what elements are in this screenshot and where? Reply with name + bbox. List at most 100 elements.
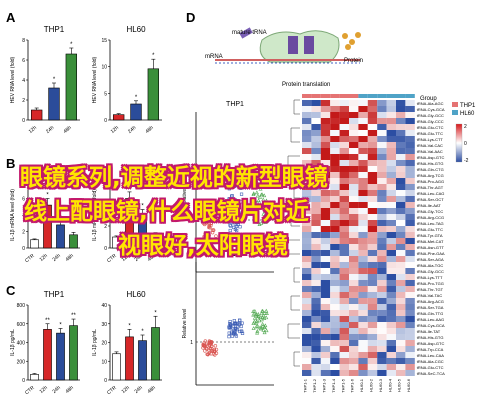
- heatmap-cell: [377, 202, 387, 208]
- data-point: [227, 187, 231, 191]
- data-point: [260, 181, 265, 185]
- heatmap-cell: [330, 352, 340, 358]
- heatmap-cell: [396, 100, 406, 106]
- heatmap-cell: [320, 154, 331, 160]
- data-point: [229, 179, 233, 183]
- heatmap-cell: [349, 184, 359, 190]
- data-point: [263, 220, 268, 224]
- heatmap-cell: [377, 142, 387, 148]
- heatmap-cell: [349, 364, 359, 370]
- heatmap-cell: [405, 328, 415, 334]
- heatmap-cell: [339, 340, 349, 346]
- heatmap-cell: [339, 298, 349, 304]
- significance-mark: *: [154, 310, 157, 316]
- y-tick-label: 8: [22, 38, 25, 44]
- heatmap-cell: [358, 112, 368, 118]
- heatmap-cell: [386, 274, 396, 280]
- y-axis-label: IL-1β mRNA level (fold): [10, 189, 16, 241]
- data-point: [256, 183, 261, 188]
- heatmap-cell: [320, 340, 331, 346]
- heatmap-cell: [349, 280, 359, 286]
- heatmap-cell: [339, 154, 349, 160]
- x-tick-label: CTR: [24, 385, 36, 396]
- heatmap-cell: [311, 190, 321, 196]
- data-point: [227, 335, 231, 339]
- heatmap-cell: [386, 328, 396, 334]
- heatmap-cell: [396, 154, 406, 160]
- heatmap-cell: [367, 148, 378, 154]
- heatmap-cell: [358, 364, 368, 370]
- heatmap-cell: [367, 220, 378, 226]
- heatmap-cell: [349, 268, 359, 274]
- heatmap-cell: [386, 100, 396, 106]
- heatmap-cell: [377, 100, 387, 106]
- heatmap-cell: [386, 178, 396, 184]
- data-point: [252, 183, 257, 188]
- heatmap-row-label: tRNA-Ala-TGC: [417, 263, 444, 268]
- bar: [125, 336, 134, 381]
- data-point: [262, 193, 267, 198]
- heatmap-cell: [320, 160, 331, 166]
- heatmap-row-label: tRNA-Ala-AGC: [417, 101, 444, 106]
- heatmap-cell: [377, 136, 387, 142]
- heatmap-cell: [349, 220, 359, 226]
- heatmap-group-cell: [330, 94, 340, 98]
- data-point: [258, 186, 263, 191]
- heatmap-cell: [386, 136, 396, 142]
- data-point: [255, 218, 260, 222]
- heatmap-cell: [330, 334, 340, 340]
- heatmap-cell: [339, 238, 349, 244]
- heatmap-cell: [386, 364, 396, 370]
- heatmap-cell: [330, 184, 340, 190]
- data-point: [240, 213, 244, 217]
- heatmap-cell: [396, 280, 406, 286]
- heatmap-cell: [302, 346, 312, 352]
- heatmap-cell: [405, 244, 415, 250]
- chart-title: HL60: [227, 251, 244, 258]
- heatmap-cell: [377, 148, 387, 154]
- data-point: [239, 186, 243, 190]
- heatmap-cell: [386, 130, 396, 136]
- heatmap-cell: [377, 118, 387, 124]
- heatmap-col-label: THP1-6: [350, 378, 355, 393]
- heatmap-cell: [302, 304, 312, 310]
- chart-title: HL60: [126, 167, 146, 176]
- heatmap-cell: [311, 154, 321, 160]
- heatmap-cell: [349, 262, 359, 268]
- heatmap-cell: [367, 346, 378, 352]
- heatmap-cell: [377, 262, 387, 268]
- y-tick-label: 4: [22, 213, 25, 219]
- heatmap-cell: [320, 256, 331, 262]
- heatmap-cell: [396, 370, 406, 376]
- data-point: [260, 321, 265, 326]
- heatmap-cell: [349, 196, 359, 202]
- heatmap-cell: [339, 304, 349, 310]
- heatmap-cell: [405, 148, 415, 154]
- heatmap-cell: [405, 196, 415, 202]
- heatmap-cell: [311, 214, 321, 220]
- heatmap-cell: [367, 310, 378, 316]
- heatmap-cell: [311, 232, 321, 238]
- heatmap-group-title: Group: [420, 96, 437, 102]
- heatmap-cell: [302, 124, 312, 130]
- heatmap-cell: [339, 256, 349, 262]
- heatmap-cell: [405, 178, 415, 184]
- heatmap-cell: [320, 214, 331, 220]
- heatmap-cell: [358, 142, 368, 148]
- data-point: [237, 211, 241, 215]
- heatmap-cell: [377, 358, 387, 364]
- heatmap-cell: [311, 166, 321, 172]
- heatmap-cell: [302, 364, 312, 370]
- heatmap-cell: [377, 268, 387, 274]
- heatmap-cell: [386, 256, 396, 262]
- heatmap-cell: [377, 178, 387, 184]
- heatmap-cell: [367, 118, 378, 124]
- data-point: [230, 334, 234, 338]
- heatmap-cell: [405, 304, 415, 310]
- scatter-chart-thp1: THP1 1 Relative level: [182, 101, 274, 273]
- heatmap-cell: [330, 250, 340, 256]
- heatmap-cell: [396, 178, 406, 184]
- heatmap-row-label: tRNA-Val-AAC: [417, 149, 443, 154]
- heatmap-cell: [396, 202, 406, 208]
